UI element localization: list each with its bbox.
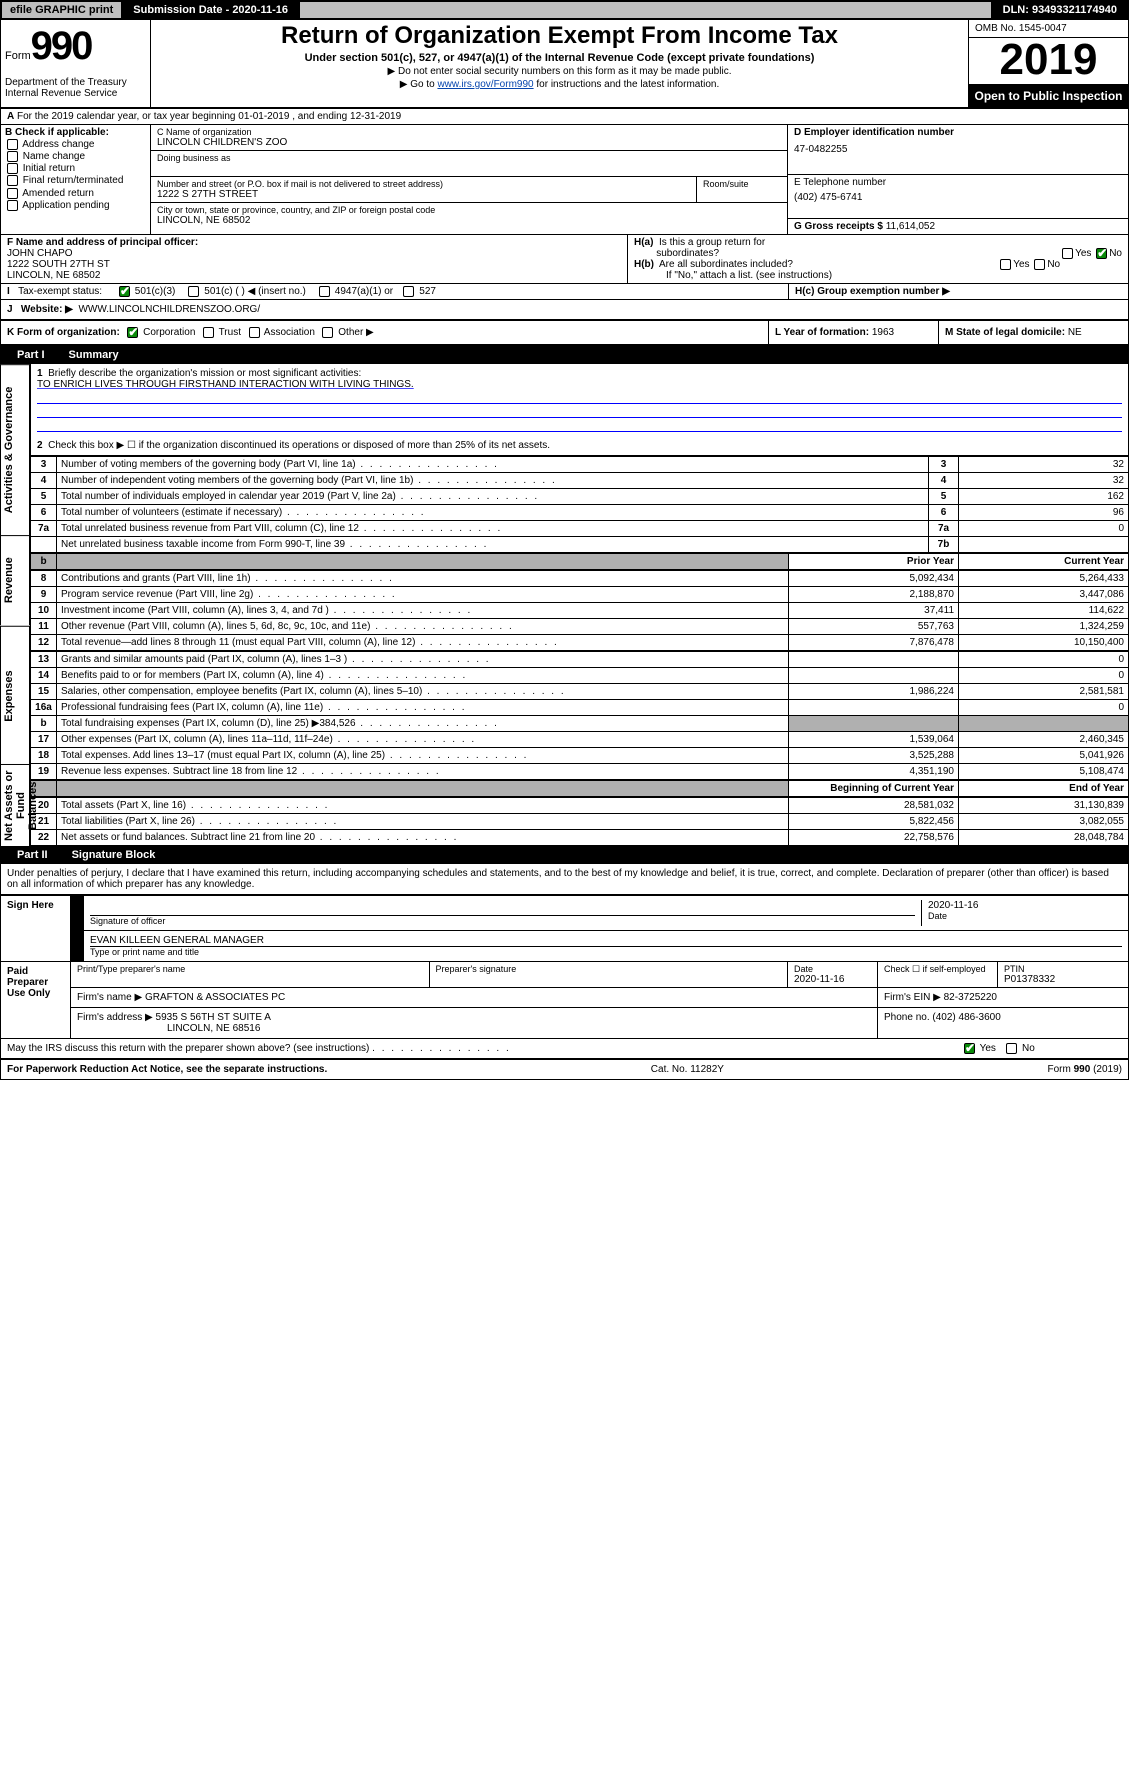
telephone: (402) 475-6741 — [794, 192, 1122, 203]
part1-header: Part I Summary — [0, 346, 1129, 364]
info-goto: Go to www.irs.gov/Form990 for instructio… — [159, 79, 960, 90]
topbar-spacer — [299, 1, 992, 19]
year-formation: 1963 — [872, 327, 894, 338]
row-a-taxyear: A For the 2019 calendar year, or tax yea… — [0, 109, 1129, 125]
submission-date: Submission Date - 2020-11-16 — [122, 1, 299, 19]
row-klm: K Form of organization: Corporation Trus… — [0, 321, 1129, 346]
state-domicile: NE — [1068, 327, 1082, 338]
boxb-item[interactable]: Address change — [5, 139, 146, 150]
discuss-row: May the IRS discuss this return with the… — [0, 1039, 1129, 1060]
boxb-item[interactable]: Application pending — [5, 200, 146, 211]
info-ssn: Do not enter social security numbers on … — [159, 66, 960, 77]
ptin: P01378332 — [1004, 974, 1122, 985]
boxb-item[interactable]: Amended return — [5, 188, 146, 199]
label-expenses: Expenses — [0, 626, 30, 765]
block-bcdefg: B Check if applicable: Address change Na… — [0, 125, 1129, 235]
gross-receipts: 11,614,052 — [886, 221, 935, 232]
topbar: efile GRAPHIC print Submission Date - 20… — [0, 0, 1129, 20]
form-number: 990 — [31, 24, 92, 69]
website-url: WWW.LINCOLNCHILDRENSZOO.ORG/ — [78, 304, 260, 315]
501c3-checkbox[interactable] — [119, 286, 130, 297]
org-address: 1222 S 27TH STREET — [157, 189, 690, 200]
row-i-taxexempt: I Tax-exempt status: 501(c)(3) 501(c) ( … — [0, 284, 1129, 300]
efile-button[interactable]: efile GRAPHIC print — [1, 1, 122, 19]
label-revenue: Revenue — [0, 535, 30, 625]
footer: For Paperwork Reduction Act Notice, see … — [0, 1060, 1129, 1080]
firm-ein: 82-3725220 — [944, 992, 997, 1003]
firm-name: GRAFTON & ASSOCIATES PC — [145, 992, 285, 1003]
dln: DLN: 93493321174940 — [992, 1, 1128, 19]
part1-table: Activities & Governance Revenue Expenses… — [0, 364, 1129, 846]
officer-name: JOHN CHAPO — [7, 248, 73, 259]
dept-treasury: Department of the Treasury Internal Reve… — [5, 77, 146, 99]
label-netassets: Net Assets or Fund Balances — [0, 764, 30, 846]
org-name: LINCOLN CHILDREN'S ZOO — [157, 137, 781, 148]
row-fh: F Name and address of principal officer:… — [0, 235, 1129, 284]
discuss-yes-checkbox[interactable] — [964, 1043, 975, 1054]
tax-year: 2019 — [969, 38, 1128, 85]
mission-text: TO ENRICH LIVES THROUGH FIRSTHAND INTERA… — [37, 379, 414, 390]
irs-link[interactable]: www.irs.gov/Form990 — [437, 79, 533, 90]
boxb-item[interactable]: Initial return — [5, 163, 146, 174]
ein: 47-0482255 — [794, 144, 1122, 155]
open-to-public: Open to Public Inspection — [969, 85, 1128, 107]
form-subtitle: Under section 501(c), 527, or 4947(a)(1)… — [159, 52, 960, 64]
boxb-item[interactable]: Final return/terminated — [5, 175, 146, 186]
firm-phone: (402) 486-3600 — [932, 1012, 1000, 1023]
form-title: Return of Organization Exempt From Incom… — [159, 22, 960, 50]
part2-header: Part II Signature Block — [0, 846, 1129, 864]
corporation-checkbox[interactable] — [127, 327, 138, 338]
officer-typed-name: EVAN KILLEEN GENERAL MANAGER — [90, 935, 1122, 947]
boxb-item[interactable]: Name change — [5, 151, 146, 162]
box-b: B Check if applicable: Address change Na… — [1, 125, 151, 234]
form-label: Form — [5, 50, 31, 62]
signature-table: Sign Here Signature of officer 2020-11-1… — [0, 895, 1129, 1039]
box-c: C Name of organization LINCOLN CHILDREN'… — [151, 125, 788, 234]
part2-declaration: Under penalties of perjury, I declare th… — [0, 864, 1129, 895]
row-j-website: J Website: ▶ WWW.LINCOLNCHILDRENSZOO.ORG… — [0, 300, 1129, 321]
label-governance: Activities & Governance — [0, 364, 30, 535]
org-city: LINCOLN, NE 68502 — [157, 215, 781, 226]
box-defg: D Employer identification number 47-0482… — [788, 125, 1128, 234]
form-header: Form 990 Department of the Treasury Inte… — [0, 20, 1129, 109]
